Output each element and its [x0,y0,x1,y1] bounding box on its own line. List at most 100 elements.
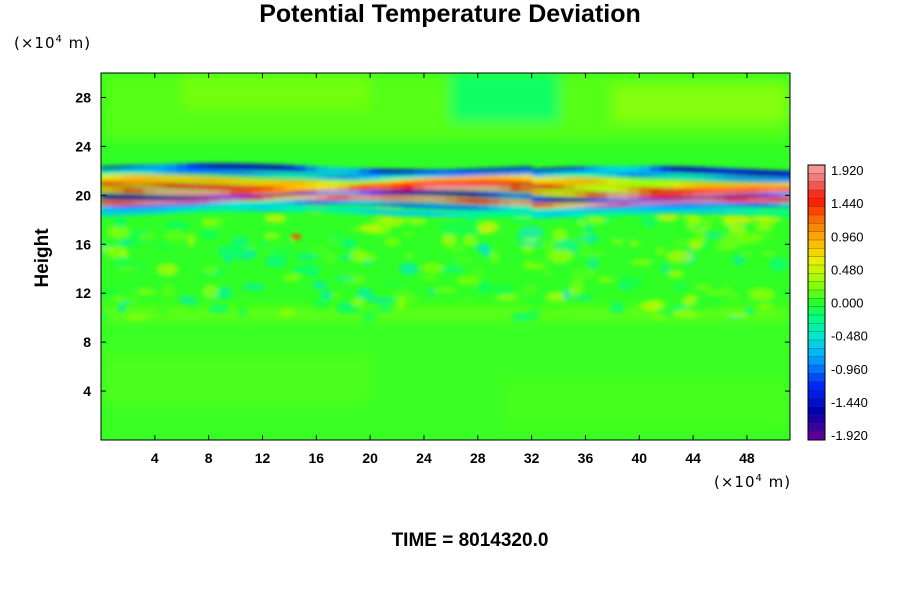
field-band-cell [553,197,565,203]
field-band-cell [510,180,522,186]
y-tick-label: 24 [75,138,91,154]
colorbar-swatch [807,164,826,174]
field-band-cell [165,203,178,209]
field-band-cell [617,186,630,192]
field-cell [681,213,701,220]
field-cell [674,283,686,290]
field-band-cell [144,208,156,215]
field-cell [295,253,319,261]
field-cell [543,268,553,276]
field-band-cell [176,195,188,201]
field-band-cell [779,192,790,198]
field-band-cell [445,197,457,203]
field-band-cell [790,178,801,183]
field-band-cell [628,201,640,207]
field-band-cell [606,209,619,216]
field-band-cell [531,208,544,213]
field-band-cell [208,195,221,201]
field-cell [722,283,732,297]
field-band-cell [768,170,780,177]
field-band-cell [531,176,544,184]
field-band-cell [165,189,178,195]
field-band-cell [370,186,382,192]
field-band-cell [639,201,651,207]
field-band-cell [574,203,587,209]
field-band-cell [757,183,770,190]
field-band-cell [703,195,716,201]
field-cell [309,270,318,277]
field-band-cell [714,192,727,198]
field-cell [221,246,248,258]
field-cell [699,214,715,229]
field-band-cell [348,180,361,187]
field-band-cell [790,197,801,202]
field-band-cell [477,191,490,197]
field-band-cell [434,177,447,184]
field-band-cell [779,197,790,203]
field-band-cell [606,178,619,185]
field-band-cell [176,163,188,170]
field-band-cell [596,209,608,216]
colorbar-label: -1.440 [831,395,868,410]
field-band-cell [348,168,361,175]
field-band-cell [779,182,790,189]
field-band-cell [240,197,253,203]
field-band-cell [305,180,317,187]
field-band-cell [693,182,705,189]
field-band-cell [520,170,533,176]
field-band-cell [445,180,457,186]
field-band-cell [499,210,511,217]
field-band-cell [122,165,134,172]
field-band-cell [542,190,554,196]
field-band-cell [144,164,156,171]
field-strong-band [101,163,801,219]
field-band-cell [240,205,253,212]
field-band-cell [542,211,554,218]
field-band-cell [380,209,393,216]
field-cell [189,301,199,308]
field-band-cell [219,191,231,196]
field-band-cell [380,175,393,181]
field-cell [720,232,746,238]
field-cell [439,221,466,231]
field-band-cell [746,176,759,182]
field-cell [420,262,444,274]
field-cell [217,231,246,239]
field-cell [338,302,351,308]
field-band-cell [380,189,393,195]
field-band-cell [284,180,296,187]
field-band-cell [779,170,790,178]
field-band-cell [617,171,630,177]
field-band-cell [154,207,167,214]
field-band-cell [671,173,684,179]
field-band-cell [585,185,597,191]
field-band-cell [617,166,630,173]
field-band-cell [585,177,597,184]
field-band-cell [316,185,328,191]
field-band-cell [768,182,780,190]
field-cell [349,248,368,263]
x-tick-label: 40 [631,450,647,466]
field-band-cell [736,188,748,194]
colorbar-swatch [807,356,826,366]
field-band-cell [240,178,253,185]
field-band-cell [445,173,457,179]
field-band-cell [316,166,328,173]
field-band-cell [219,198,231,204]
x-tick-label: 44 [685,450,701,466]
field-cell [329,232,347,247]
field-band-cell [574,184,587,190]
field-band-cell [359,186,371,192]
field-band-cell [714,182,727,189]
field-band-cell [176,169,188,175]
field-band-cell [219,163,231,170]
field-band-cell [746,187,759,193]
field-band-cell [725,188,737,194]
field-band-cell [693,198,705,204]
field-band-cell [230,201,242,207]
field-band-cell [456,197,468,203]
colorbar-swatch [807,281,826,291]
field-band-cell [585,171,597,177]
field-band-cell [111,166,124,173]
field-band-cell [639,166,651,173]
